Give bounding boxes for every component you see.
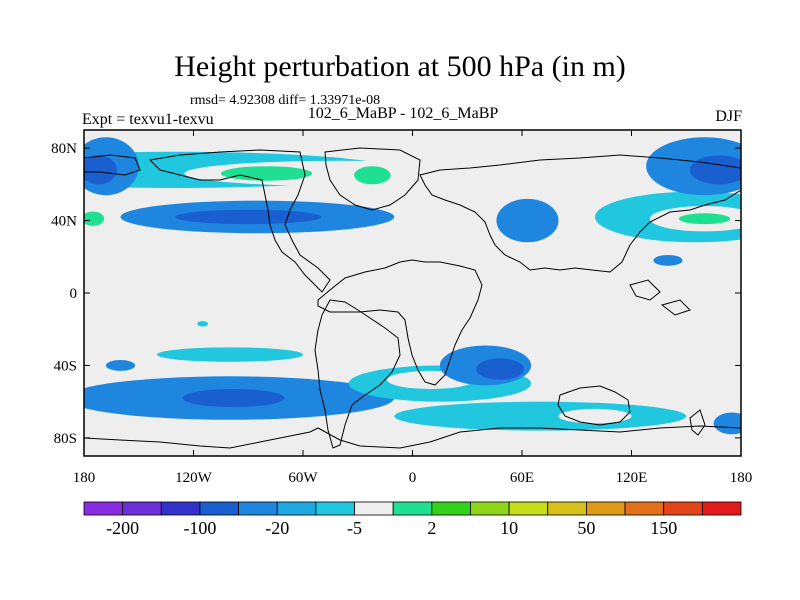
lat-tick-label: 40S — [54, 358, 77, 374]
colorbar: -200 -100 -20 -5 2 10 50 150 — [83, 501, 742, 538]
lat-tick-label: 80S — [54, 431, 77, 447]
colorbar-label: 2 — [427, 518, 436, 538]
colorbar-label: -100 — [183, 518, 216, 538]
colorbar-swatch — [470, 501, 510, 516]
colorbar-swatch — [315, 501, 355, 516]
experiment-label: Expt = texvu1-texvu — [82, 111, 214, 128]
lon-tick-label: 180 — [73, 470, 96, 486]
coastline-new-zealand — [689, 409, 706, 436]
contour-south-pacific-negative-small — [105, 360, 136, 371]
contour-fills — [84, 137, 741, 435]
coastline-alaska — [84, 154, 141, 176]
coastline-eurasia — [419, 154, 741, 273]
coastline-greenland — [324, 147, 421, 211]
map-panel: 180 120W 60W 0 60E 120E 180 80N 40N 0 40S 80S — [51, 129, 752, 486]
contour-west-pacific-high — [220, 166, 313, 181]
colorbar-swatch — [508, 501, 549, 516]
lat-tick-label: 0 — [70, 286, 78, 302]
lat-tick-label: 40N — [51, 214, 77, 230]
lon-tick-label: 0 — [409, 470, 417, 486]
axis-ticks: 180 120W 60W 0 60E 120E 180 80N 40N 0 40S 80S — [51, 130, 752, 486]
coastline-maritime — [629, 279, 691, 316]
colorbar-swatch — [122, 501, 162, 516]
contour-south-indian-core — [476, 358, 524, 380]
contour-southern-negative-west-core — [182, 388, 285, 408]
contour-pacific-positive-max — [678, 213, 731, 225]
lon-tick-label: 60E — [510, 470, 534, 486]
colorbar-label: 10 — [500, 518, 518, 538]
lon-tick-label: 180 — [730, 470, 753, 486]
colorbar-swatch — [663, 501, 703, 516]
contour-pacific-subtropic-negative — [653, 254, 683, 266]
contour-siberia-negative-east-core — [689, 155, 741, 185]
colorbar-swatch — [354, 501, 394, 516]
lon-tick-label: 120W — [175, 470, 213, 486]
chart-title: Height perturbation at 500 hPa (in m) — [174, 50, 626, 83]
contour-antarctic-negative-east — [713, 412, 741, 435]
season-label: DJF — [715, 108, 742, 125]
contour-southern-positive-east — [394, 401, 687, 431]
coastline-south-america — [314, 299, 401, 449]
colorbar-swatch — [624, 501, 665, 516]
colorbar-swatch — [701, 501, 742, 516]
contour-southern-positive-east-core — [558, 408, 632, 424]
contour-midlat-negative-core — [175, 209, 322, 225]
coastline-africa — [317, 259, 483, 386]
colorbar-label: -5 — [347, 518, 362, 538]
coastline-north-america — [148, 149, 331, 293]
colorbar-label: 50 — [577, 518, 595, 538]
colorbar-swatch — [238, 501, 278, 516]
colorbar-label: -20 — [265, 518, 289, 538]
run-label: 102_6_MaBP - 102_6_MaBP — [307, 105, 499, 122]
colorbar-swatch — [586, 501, 626, 516]
contour-dateline-positive-west-core — [84, 211, 105, 226]
colorbar-label: 150 — [650, 518, 677, 538]
colorbar-label: -200 — [106, 518, 139, 538]
coastlines — [84, 147, 741, 449]
colorbar-swatch — [392, 501, 433, 516]
coastline-australia — [557, 385, 631, 426]
lat-tick-label: 80N — [51, 141, 77, 157]
colorbar-swatch — [199, 501, 239, 516]
lon-tick-label: 60W — [288, 470, 318, 486]
stats-subtitle: rmsd= 4.92308 diff= 1.33971e-08 — [190, 93, 381, 108]
colorbar-swatch — [431, 501, 471, 516]
contour-southern-positive-west — [157, 347, 303, 362]
lon-tick-label: 120E — [616, 470, 648, 486]
colorbar-swatch — [83, 501, 124, 516]
contour-south-pacific-positive-small — [197, 321, 209, 327]
colorbar-swatch — [276, 501, 317, 516]
contour-east-asia-negative — [496, 198, 559, 243]
colorbar-swatch — [160, 501, 201, 516]
contour-siberia-negative-west-core — [84, 155, 117, 185]
contour-arctic-positive-max — [354, 166, 391, 185]
colorbar-swatch — [547, 501, 587, 516]
coastline-antarctica — [84, 425, 741, 449]
